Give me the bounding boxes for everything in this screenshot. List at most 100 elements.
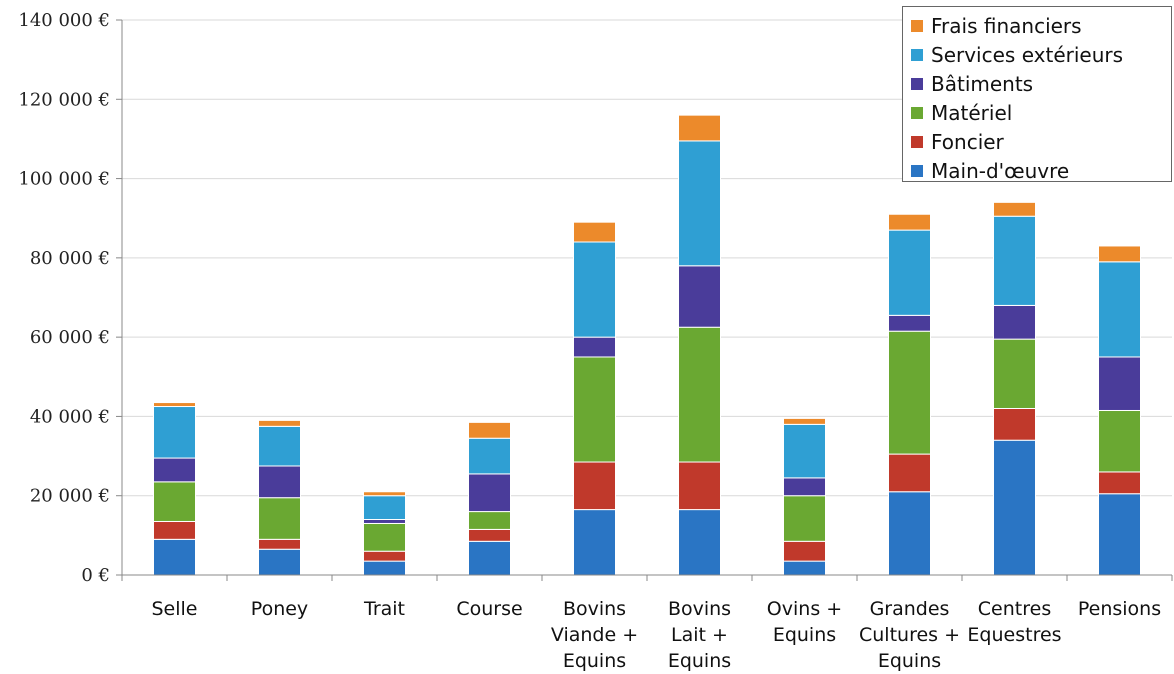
bar-segment: [573, 461, 616, 511]
bar-segment: [888, 314, 931, 332]
bar-segment: [1098, 493, 1141, 576]
bar-segment: [783, 560, 826, 576]
bar-stack: [573, 221, 616, 576]
bar-segment: [993, 304, 1036, 340]
bar-stack: [153, 402, 196, 576]
bar-segment: [363, 522, 406, 552]
bar-segment: [363, 519, 406, 524]
legend-item: Foncier: [911, 127, 1171, 156]
bar-segment: [363, 491, 406, 497]
legend-label: Foncier: [931, 129, 1004, 154]
y-tick-label: 80 000 €: [30, 248, 110, 269]
bar-segment: [783, 417, 826, 425]
y-tick-label: 140 000 €: [18, 10, 110, 31]
bar-segment: [468, 511, 511, 530]
y-tick-label: 0 €: [81, 565, 110, 586]
bars: [153, 114, 1141, 576]
bar-segment: [573, 356, 616, 463]
bar-segment: [678, 461, 721, 511]
bar-segment: [573, 241, 616, 338]
bar-segment: [153, 538, 196, 576]
bar-segment: [468, 473, 511, 513]
bar-segment: [153, 457, 196, 483]
y-tick-label: 20 000 €: [30, 486, 110, 507]
bar-stack: [258, 419, 301, 576]
bar-segment: [678, 326, 721, 463]
bar-segment: [258, 497, 301, 540]
legend-item: Bâtiments: [911, 69, 1171, 98]
legend-label: Bâtiments: [931, 71, 1034, 96]
x-tick-label: Ovins + Equins: [767, 598, 842, 646]
bar-segment: [993, 439, 1036, 576]
bar-stack: [1098, 245, 1141, 576]
bar-segment: [678, 114, 721, 142]
bar-stack: [888, 213, 931, 576]
bar-segment: [783, 540, 826, 562]
bar-segment: [993, 338, 1036, 409]
bar-stack: [363, 491, 406, 576]
bar-segment: [363, 560, 406, 576]
bar-segment: [468, 437, 511, 475]
bar-segment: [153, 402, 196, 408]
bar-segment: [363, 550, 406, 562]
x-tick-label: Trait: [363, 598, 405, 620]
bar-segment: [573, 509, 616, 576]
legend-item: Frais financiers: [911, 11, 1171, 40]
x-tick-label: Selle: [152, 598, 198, 620]
bar-segment: [783, 495, 826, 542]
bar-stack: [783, 417, 826, 576]
y-tick-label: 120 000 €: [18, 89, 110, 110]
x-tick-label: Pensions: [1078, 598, 1161, 620]
bar-segment: [468, 540, 511, 576]
bar-stack: [678, 114, 721, 576]
bar-segment: [888, 491, 931, 576]
bar-segment: [678, 509, 721, 576]
bar-segment: [993, 215, 1036, 306]
bar-segment: [888, 229, 931, 316]
bar-segment: [993, 408, 1036, 441]
x-axis: Selle Poney Trait Course Bovins Viande + Equin…: [121, 574, 1173, 672]
bar-segment: [258, 548, 301, 576]
x-tick-label: Bovins Lait + Equins: [668, 598, 731, 672]
legend-label: Frais financiers: [931, 13, 1082, 38]
y-axis: 0 € 20 000 € 40 000 € 60 000 € 80 000 € 100 0…: [18, 10, 123, 586]
bar-stack: [468, 421, 511, 576]
y-tick-label: 60 000 €: [30, 327, 110, 348]
bar-segment: [993, 201, 1036, 217]
legend: Frais financiers Services extérieurs Bâtim…: [902, 6, 1172, 185]
bar-segment: [573, 221, 616, 243]
bar-segment: [258, 465, 301, 499]
bar-segment: [678, 265, 721, 328]
bar-segment: [1098, 261, 1141, 358]
bar-segment: [258, 425, 301, 467]
x-tick-label: Course: [456, 598, 522, 620]
bar-segment: [468, 421, 511, 439]
legend-item: Main-d'œuvre: [911, 156, 1171, 185]
bar-segment: [153, 406, 196, 459]
bar-segment: [888, 213, 931, 231]
bar-segment: [678, 140, 721, 267]
bar-segment: [1098, 471, 1141, 495]
bar-segment: [258, 538, 301, 550]
bar-segment: [153, 520, 196, 540]
legend-swatch: [911, 135, 923, 148]
legend-label: Main-d'œuvre: [931, 158, 1070, 183]
legend-item: Matériel: [911, 98, 1171, 127]
bar-segment: [153, 481, 196, 522]
bar-segment: [363, 495, 406, 521]
bar-segment: [783, 423, 826, 479]
legend-swatch: [911, 106, 923, 119]
x-tick-label: Poney: [251, 598, 308, 620]
legend-swatch: [911, 19, 923, 32]
legend-label: Services extérieurs: [931, 42, 1124, 67]
bar-segment: [1098, 356, 1141, 411]
bar-segment: [888, 453, 931, 493]
bar-segment: [888, 330, 931, 455]
legend-swatch: [911, 164, 923, 177]
y-tick-label: 40 000 €: [30, 406, 110, 427]
y-tick-label: 100 000 €: [18, 169, 110, 190]
bar-segment: [1098, 245, 1141, 263]
legend-item: Services extérieurs: [911, 40, 1171, 69]
legend-label: Matériel: [931, 100, 1013, 125]
